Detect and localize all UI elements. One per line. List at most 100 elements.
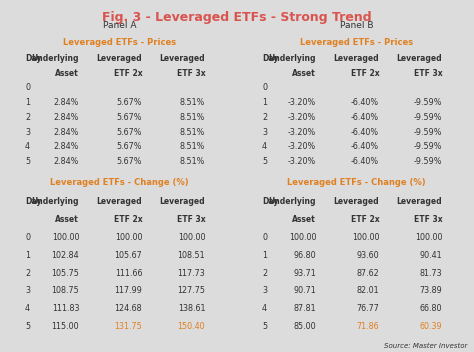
Text: 138.61: 138.61 (178, 304, 205, 313)
Text: 115.00: 115.00 (52, 322, 79, 331)
Text: Asset: Asset (55, 215, 79, 224)
Text: -6.40%: -6.40% (351, 142, 379, 151)
Text: 4: 4 (262, 304, 267, 313)
Text: 3: 3 (25, 287, 30, 295)
Text: 1: 1 (25, 251, 30, 260)
Text: 2.84%: 2.84% (54, 113, 79, 122)
Text: 8.51%: 8.51% (180, 128, 205, 137)
Text: 1: 1 (262, 251, 267, 260)
Text: 73.89: 73.89 (419, 287, 442, 295)
Text: Underlying: Underlying (269, 197, 316, 207)
Text: 90.71: 90.71 (293, 287, 316, 295)
Text: 8.51%: 8.51% (180, 98, 205, 107)
Text: 111.66: 111.66 (115, 269, 142, 278)
Text: 4: 4 (262, 142, 267, 151)
Text: Leveraged ETFs - Change (%): Leveraged ETFs - Change (%) (50, 178, 189, 187)
Text: 111.83: 111.83 (52, 304, 79, 313)
Text: 66.80: 66.80 (420, 304, 442, 313)
Text: 108.51: 108.51 (178, 251, 205, 260)
Text: Underlying: Underlying (32, 54, 79, 63)
Text: 87.62: 87.62 (356, 269, 379, 278)
Text: 90.41: 90.41 (419, 251, 442, 260)
Text: 0: 0 (262, 83, 267, 93)
Text: 3: 3 (262, 287, 267, 295)
Text: 2.84%: 2.84% (54, 98, 79, 107)
Text: 127.75: 127.75 (177, 287, 205, 295)
Text: 2: 2 (262, 269, 267, 278)
Text: 96.80: 96.80 (293, 251, 316, 260)
Text: Leveraged: Leveraged (160, 54, 205, 63)
Text: Day: Day (25, 197, 42, 207)
Text: 5.67%: 5.67% (117, 98, 142, 107)
Text: Panel A: Panel A (103, 21, 137, 30)
Text: Leveraged: Leveraged (334, 197, 379, 207)
Text: 100.00: 100.00 (352, 233, 379, 242)
Text: -9.59%: -9.59% (414, 98, 442, 107)
Text: Leveraged ETFs - Prices: Leveraged ETFs - Prices (63, 38, 176, 47)
Text: Underlying: Underlying (269, 54, 316, 63)
Text: 76.77: 76.77 (356, 304, 379, 313)
Text: -3.20%: -3.20% (288, 157, 316, 166)
Text: 5: 5 (262, 322, 267, 331)
Text: 3: 3 (262, 128, 267, 137)
Text: Leveraged: Leveraged (397, 54, 442, 63)
Text: 100.00: 100.00 (178, 233, 205, 242)
Text: 1: 1 (262, 98, 267, 107)
Text: Source: Master Investor: Source: Master Investor (383, 343, 467, 349)
Text: 93.60: 93.60 (356, 251, 379, 260)
Text: 4: 4 (25, 304, 30, 313)
Text: 87.81: 87.81 (293, 304, 316, 313)
Text: Underlying: Underlying (32, 197, 79, 207)
Text: 5.67%: 5.67% (117, 142, 142, 151)
Text: Leveraged: Leveraged (97, 54, 142, 63)
Text: ETF 3x: ETF 3x (177, 215, 205, 224)
Text: Leveraged: Leveraged (160, 197, 205, 207)
Text: Leveraged: Leveraged (97, 197, 142, 207)
Text: -3.20%: -3.20% (288, 113, 316, 122)
Text: -3.20%: -3.20% (288, 128, 316, 137)
Text: ETF 3x: ETF 3x (414, 215, 442, 224)
Text: 5.67%: 5.67% (117, 113, 142, 122)
Text: 2.84%: 2.84% (54, 142, 79, 151)
Text: 8.51%: 8.51% (180, 113, 205, 122)
Text: 85.00: 85.00 (293, 322, 316, 331)
Text: -6.40%: -6.40% (351, 157, 379, 166)
Text: 105.67: 105.67 (114, 251, 142, 260)
Text: 4: 4 (25, 142, 30, 151)
Text: ETF 2x: ETF 2x (351, 69, 379, 78)
Text: 100.00: 100.00 (415, 233, 442, 242)
Text: ETF 3x: ETF 3x (177, 69, 205, 78)
Text: ETF 2x: ETF 2x (114, 215, 142, 224)
Text: 2: 2 (262, 113, 267, 122)
Text: 2.84%: 2.84% (54, 128, 79, 137)
Text: -3.20%: -3.20% (288, 142, 316, 151)
Text: 71.86: 71.86 (356, 322, 379, 331)
Text: 5: 5 (25, 322, 30, 331)
Text: Asset: Asset (292, 215, 316, 224)
Text: Asset: Asset (55, 69, 79, 78)
Text: 5.67%: 5.67% (117, 128, 142, 137)
Text: -3.20%: -3.20% (288, 98, 316, 107)
Text: ETF 2x: ETF 2x (114, 69, 142, 78)
Text: Leveraged ETFs - Prices: Leveraged ETFs - Prices (300, 38, 413, 47)
Text: -9.59%: -9.59% (414, 128, 442, 137)
Text: 60.39: 60.39 (419, 322, 442, 331)
Text: 82.01: 82.01 (356, 287, 379, 295)
Text: Leveraged: Leveraged (397, 197, 442, 207)
Text: ETF 3x: ETF 3x (414, 69, 442, 78)
Text: 8.51%: 8.51% (180, 157, 205, 166)
Text: 0: 0 (262, 233, 267, 242)
Text: 117.99: 117.99 (114, 287, 142, 295)
Text: Asset: Asset (292, 69, 316, 78)
Text: 0: 0 (25, 233, 30, 242)
Text: 3: 3 (25, 128, 30, 137)
Text: -6.40%: -6.40% (351, 113, 379, 122)
Text: -6.40%: -6.40% (351, 128, 379, 137)
Text: ETF 2x: ETF 2x (351, 215, 379, 224)
Text: 108.75: 108.75 (51, 287, 79, 295)
Text: 100.00: 100.00 (289, 233, 316, 242)
Text: 105.75: 105.75 (51, 269, 79, 278)
Text: 150.40: 150.40 (178, 322, 205, 331)
Text: 5.67%: 5.67% (117, 157, 142, 166)
Text: -9.59%: -9.59% (414, 113, 442, 122)
